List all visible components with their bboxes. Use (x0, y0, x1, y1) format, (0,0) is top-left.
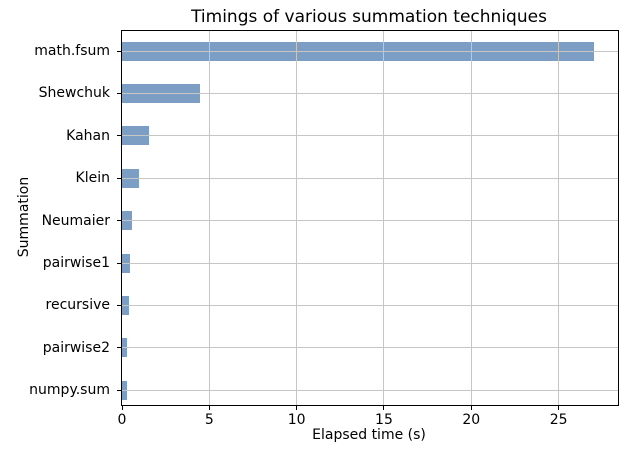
grid-line-y-math-fsum (122, 50, 618, 52)
grid-line-x-10 (296, 31, 298, 405)
y-tick-label-pairwise2: pairwise2 (42, 339, 110, 356)
grid-line-x-15 (383, 31, 385, 405)
y-tick-label-pairwise1: pairwise1 (42, 255, 110, 271)
grid-line-y-klein (122, 177, 618, 179)
plot-area (121, 30, 619, 406)
y-tick-label-shewchuk: Shewchuk (38, 85, 110, 102)
y-tick-label-recursive: recursive (45, 297, 110, 314)
y-tick-label-klein: Klein (75, 170, 110, 187)
x-tick-mark-0 (121, 406, 123, 410)
grid-line-x-5 (208, 31, 210, 405)
grid-line-y-pairwise1 (122, 262, 618, 264)
grid-line-x-20 (470, 31, 472, 405)
x-tick-label-5: 5 (204, 412, 214, 428)
grid-line-y-pairwise2 (122, 347, 618, 349)
y-tick-mark-pairwise1 (117, 262, 121, 264)
x-tick-label-0: 0 (117, 412, 127, 428)
y-tick-label-numpy-sum: numpy.sum (29, 382, 110, 399)
x-tick-label-25: 25 (549, 412, 568, 428)
x-tick-label-15: 15 (375, 412, 393, 428)
x-tick-label-20: 20 (462, 412, 481, 428)
grid-line-x-25 (558, 31, 560, 405)
y-tick-mark-pairwise2 (117, 347, 121, 349)
x-tick-mark-5 (208, 406, 210, 410)
y-tick-label-neumaier: Neumaier (41, 212, 110, 229)
chart-title: Timings of various summation techniques (191, 7, 547, 27)
y-tick-mark-shewchuk (117, 92, 121, 94)
grid-line-y-shewchuk (122, 92, 618, 94)
y-tick-mark-numpy-sum (117, 389, 121, 391)
y-tick-mark-recursive (117, 304, 121, 306)
x-axis-label: Elapsed time (s) (312, 427, 426, 443)
y-tick-label-kahan: Kahan (66, 127, 110, 144)
grid-line-y-numpy-sum (122, 389, 618, 391)
grid-line-y-recursive (122, 304, 618, 306)
grid-line-y-kahan (122, 135, 618, 137)
x-tick-mark-20 (470, 406, 472, 410)
y-tick-label-math-fsum: math.fsum (34, 43, 110, 59)
grid-line-y-neumaier (122, 220, 618, 222)
x-tick-mark-10 (296, 406, 298, 410)
x-tick-label-10: 10 (287, 412, 306, 428)
x-tick-mark-25 (558, 406, 560, 410)
y-tick-mark-math-fsum (117, 50, 121, 52)
y-tick-mark-klein (117, 177, 121, 179)
x-tick-mark-15 (383, 406, 385, 410)
y-tick-mark-neumaier (117, 220, 121, 222)
y-tick-mark-kahan (117, 135, 121, 137)
